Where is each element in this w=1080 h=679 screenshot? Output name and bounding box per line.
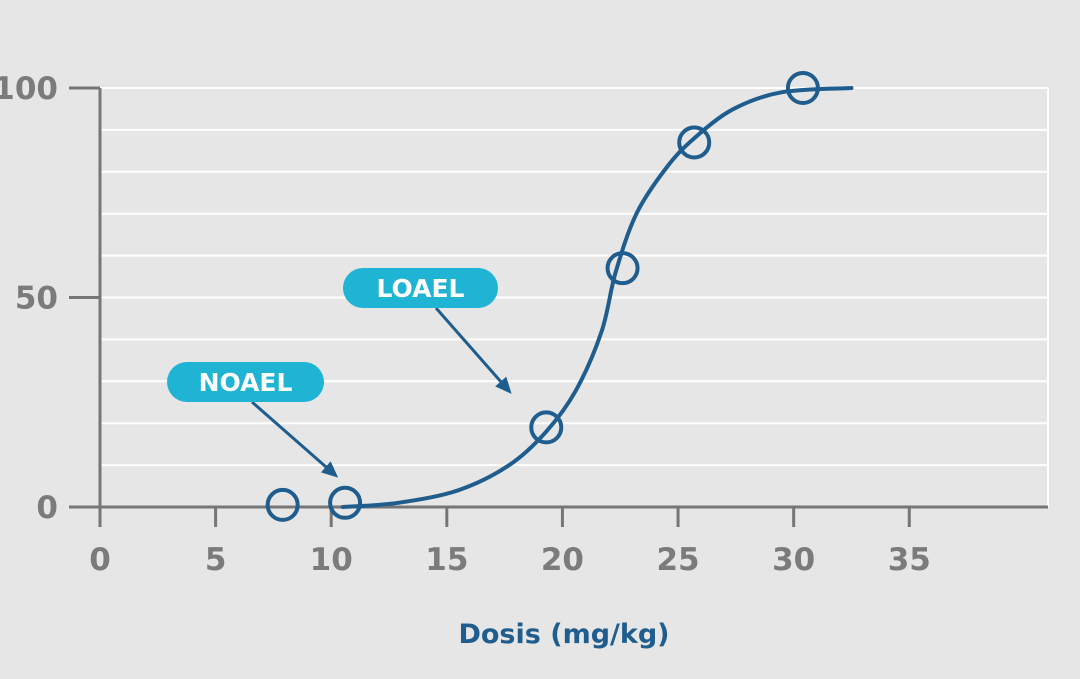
x-tick-label-5: 5 [205,542,227,578]
x-tick-label-10: 10 [310,542,353,578]
x-tick-label-35: 35 [888,542,931,578]
x-tick-label-0: 0 [89,542,111,578]
data-marker-5 [677,125,712,160]
loael-arrow-head [495,376,512,394]
x-axis-title: Dosis (mg/kg) [458,619,669,650]
noael-annotation: NOAEL [167,362,339,478]
x-tick-label-25: 25 [656,542,699,578]
data-marker-3 [529,410,564,445]
x-tick-label-15: 15 [425,542,468,578]
x-tick-label-30: 30 [772,542,815,578]
data-marker-2 [328,485,363,520]
data-marker-6 [785,71,820,105]
data-marker-1 [265,487,300,522]
noael-label-box [167,362,324,402]
loael-arrow-shaft [434,307,504,385]
loael-label-text: LOAEL [377,274,465,303]
tick-label-layer: 0 50 100 0 5 10 15 20 25 30 35 [0,71,931,578]
y-tick-label-100: 100 [0,71,58,107]
loael-label-box [343,268,498,308]
annotation-layer: NOAEL LOAEL [167,268,512,478]
x-tick-label-20: 20 [541,542,584,578]
y-tick-label-0: 0 [36,490,58,526]
loael-annotation: LOAEL [343,268,512,394]
marker-layer [265,71,820,522]
dose-response-curve [340,86,854,509]
axes-layer [69,86,1048,527]
noael-label-text: NOAEL [199,368,293,397]
grid-layer [100,87,1049,507]
noael-arrow-head [320,461,339,478]
curve-layer [340,86,854,509]
noael-arrow-shaft [251,400,329,470]
y-tick-label-50: 50 [15,281,58,317]
data-marker-4 [605,251,640,286]
